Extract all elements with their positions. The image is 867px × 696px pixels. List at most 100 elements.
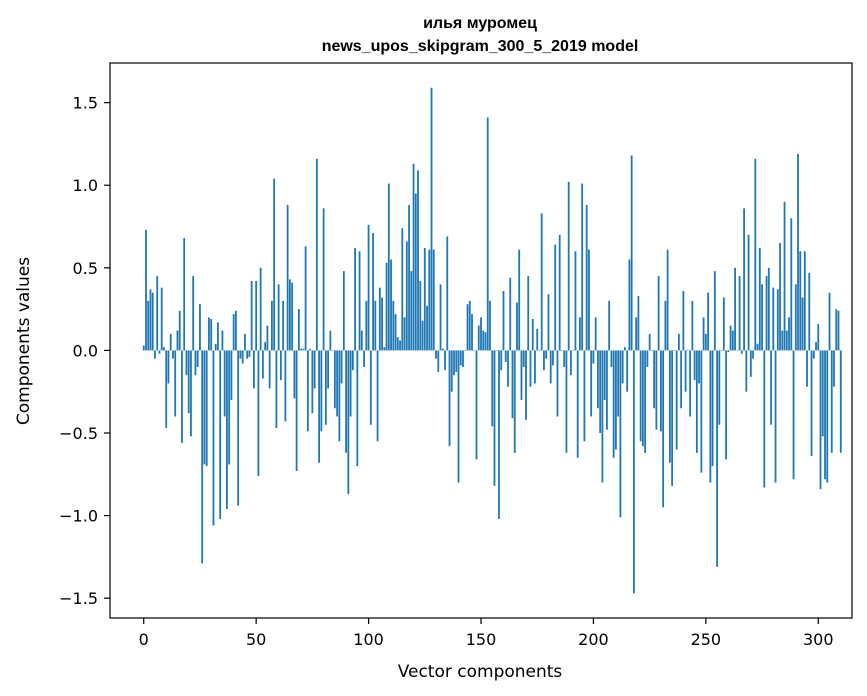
bar-component-38 bbox=[228, 350, 231, 465]
bar-component-234 bbox=[668, 350, 671, 463]
bar-component-118 bbox=[408, 205, 410, 351]
bar-component-278 bbox=[767, 267, 770, 351]
bar-component-272 bbox=[754, 158, 757, 351]
bar-component-28 bbox=[205, 350, 208, 467]
bar-component-21 bbox=[190, 350, 192, 437]
bar-component-280 bbox=[772, 287, 775, 351]
bar-component-123 bbox=[419, 281, 422, 351]
bar-component-101 bbox=[369, 350, 372, 425]
x-tick-label: 50 bbox=[246, 630, 266, 649]
bar-component-267 bbox=[743, 208, 745, 351]
bar-component-307 bbox=[833, 350, 835, 387]
bar-component-3 bbox=[149, 289, 152, 351]
bar-component-309 bbox=[837, 310, 840, 351]
bar-component-96 bbox=[358, 251, 361, 351]
x-tick-label: 150 bbox=[466, 630, 497, 649]
chart-subtitle: news_upos_skipgram_300_5_2019 model bbox=[322, 38, 639, 55]
bar-component-178 bbox=[543, 350, 545, 371]
bar-component-246 bbox=[695, 350, 698, 453]
bar-component-39 bbox=[230, 350, 233, 400]
bar-component-180 bbox=[547, 294, 550, 351]
bar-component-24 bbox=[196, 350, 199, 367]
bar-component-273 bbox=[756, 343, 759, 351]
bar-component-249 bbox=[702, 317, 705, 351]
bar-component-195 bbox=[581, 183, 584, 351]
bar-component-148 bbox=[475, 350, 478, 460]
bar-component-60 bbox=[277, 284, 280, 351]
bar-component-146 bbox=[471, 314, 473, 351]
bar-component-32 bbox=[214, 343, 217, 351]
bar-component-136 bbox=[448, 350, 451, 447]
bar-component-244 bbox=[691, 300, 694, 351]
bar-component-181 bbox=[549, 350, 552, 384]
bar-component-169 bbox=[522, 350, 525, 367]
bar-component-94 bbox=[354, 248, 356, 351]
bar-component-216 bbox=[628, 259, 631, 351]
x-tick-label: 250 bbox=[691, 630, 722, 649]
bar-component-46 bbox=[246, 350, 249, 359]
bar-component-167 bbox=[518, 249, 521, 351]
bar-component-104 bbox=[376, 350, 379, 442]
x-tick-label: 300 bbox=[803, 630, 834, 649]
bar-component-83 bbox=[329, 330, 332, 351]
bar-component-81 bbox=[324, 350, 327, 425]
bar-component-127 bbox=[428, 249, 431, 351]
bar-component-67 bbox=[293, 350, 296, 399]
bar-component-29 bbox=[208, 317, 210, 351]
bar-component-98 bbox=[363, 350, 365, 367]
bar-component-5 bbox=[154, 350, 156, 359]
bar-component-210 bbox=[615, 350, 617, 450]
bar-component-140 bbox=[457, 350, 460, 483]
bar-component-266 bbox=[740, 350, 743, 354]
bar-component-66 bbox=[291, 282, 294, 351]
bar-component-33 bbox=[217, 322, 219, 351]
bar-component-45 bbox=[244, 333, 246, 351]
bar-component-62 bbox=[282, 300, 285, 351]
bar-component-55 bbox=[266, 325, 269, 351]
bar-component-36 bbox=[223, 350, 226, 417]
bar-component-168 bbox=[520, 350, 523, 400]
bar-component-268 bbox=[745, 350, 748, 392]
bar-component-34 bbox=[219, 350, 222, 519]
bar-component-110 bbox=[390, 259, 392, 351]
bar-component-190 bbox=[570, 350, 572, 376]
bar-component-256 bbox=[718, 350, 721, 425]
bar-component-74 bbox=[309, 348, 312, 351]
bar-component-54 bbox=[264, 342, 267, 351]
bar-component-179 bbox=[545, 350, 548, 359]
bar-component-207 bbox=[608, 300, 611, 351]
bar-component-99 bbox=[365, 300, 368, 351]
bar-component-269 bbox=[747, 234, 750, 351]
bar-component-42 bbox=[237, 350, 240, 506]
bar-component-245 bbox=[693, 350, 696, 381]
bar-component-139 bbox=[455, 350, 458, 372]
bar-component-247 bbox=[698, 350, 700, 384]
bar-component-157 bbox=[495, 350, 498, 351]
bar-component-182 bbox=[552, 350, 554, 366]
bars-group bbox=[142, 87, 842, 594]
bar-component-293 bbox=[801, 297, 804, 351]
bar-component-153 bbox=[486, 117, 489, 351]
bar-component-227 bbox=[653, 350, 656, 409]
bar-component-112 bbox=[394, 314, 397, 351]
bar-component-95 bbox=[356, 350, 359, 467]
bar-component-25 bbox=[199, 304, 201, 351]
bar-component-264 bbox=[736, 350, 739, 351]
bar-component-233 bbox=[666, 249, 669, 351]
bar-component-275 bbox=[761, 284, 763, 351]
x-axis-label: Vector components bbox=[398, 662, 563, 682]
bar-component-108 bbox=[385, 262, 388, 351]
bar-component-79 bbox=[320, 350, 323, 432]
bar-component-279 bbox=[770, 350, 772, 425]
bar-component-135 bbox=[446, 236, 449, 351]
bar-component-243 bbox=[689, 350, 692, 417]
x-axis-ticks: 0 50 100 150 200 250 300 bbox=[139, 618, 834, 649]
bar-component-302 bbox=[821, 350, 824, 437]
bar-component-285 bbox=[783, 201, 786, 351]
x-tick-label: 0 bbox=[139, 630, 149, 649]
bar-component-87 bbox=[338, 350, 341, 442]
bar-component-185 bbox=[558, 234, 561, 351]
bar-component-265 bbox=[738, 276, 741, 351]
bar-component-133 bbox=[441, 348, 444, 351]
bar-component-225 bbox=[648, 333, 651, 351]
